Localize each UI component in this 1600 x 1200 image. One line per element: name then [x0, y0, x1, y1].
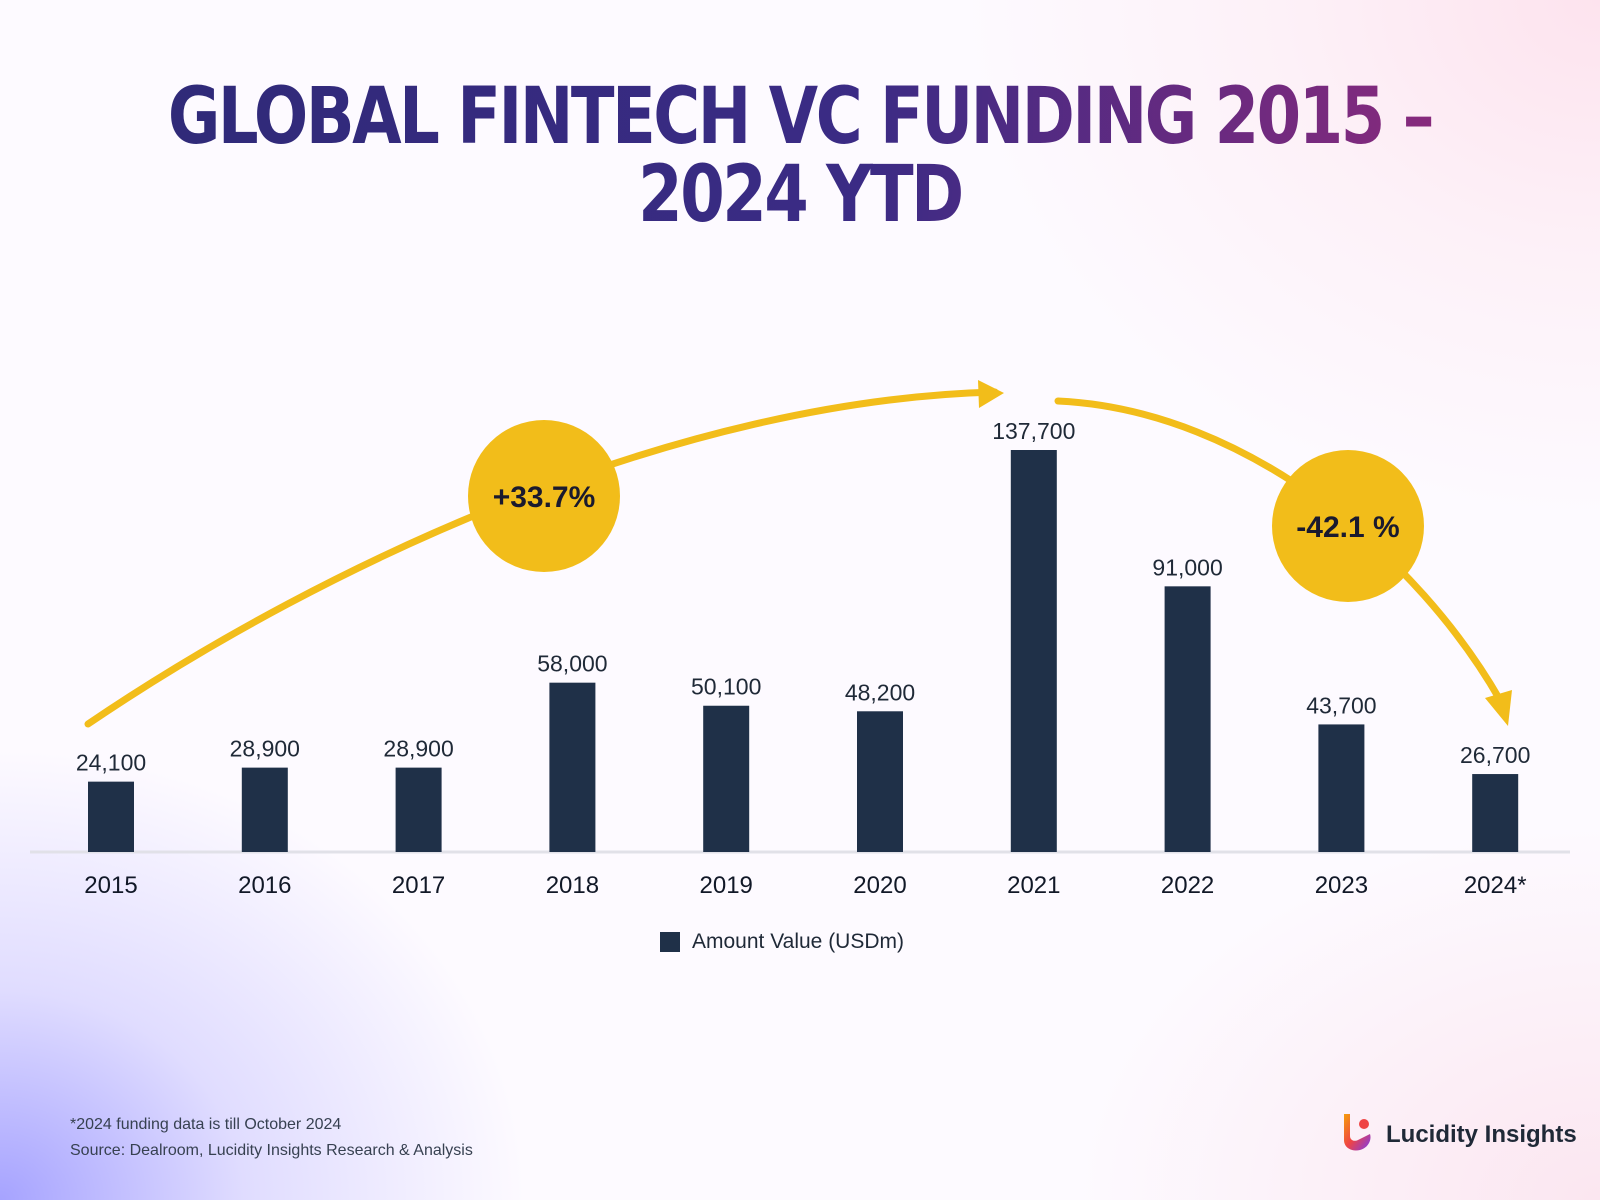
- source-note: Source: Dealroom, Lucidity Insights Rese…: [70, 1142, 473, 1159]
- x-tick-2023: 2023: [1315, 872, 1368, 899]
- value-labels-group: 24,100 28,900 28,900 58,000 50,100 48,200 137,…: [76, 418, 1531, 776]
- value-label-2023: 43,700: [1306, 692, 1376, 718]
- chart-title: GLOBAL FINTECH VC FUNDING 2015 – 2024 YT…: [144, 78, 1456, 234]
- growth-arrowhead: [978, 380, 1004, 408]
- brand: Lucidity Insights: [1336, 1110, 1577, 1159]
- x-tick-2021: 2021: [1007, 872, 1060, 899]
- bar-2024: [1472, 774, 1519, 852]
- chart-legend: Amount Value (USDm): [660, 930, 904, 954]
- bar-2019: [703, 705, 750, 852]
- decline-arrowhead: [1485, 690, 1512, 726]
- value-label-2019: 50,100: [691, 674, 761, 700]
- decline-badge-text: -42.1 %: [1296, 511, 1399, 544]
- footnote: *2024 funding data is till October 2024: [70, 1116, 342, 1133]
- x-tick-2015: 2015: [84, 872, 137, 899]
- x-tick-2019: 2019: [700, 872, 753, 899]
- x-tick-2022: 2022: [1161, 872, 1214, 899]
- growth-badge-text: +33.7%: [493, 481, 596, 514]
- legend-label: Amount Value (USDm): [692, 930, 905, 953]
- bars-group: [88, 450, 1519, 852]
- value-label-2020: 48,200: [845, 679, 915, 705]
- lucidity-logo-icon: [1336, 1110, 1374, 1159]
- bar-2018: [549, 682, 596, 852]
- value-label-2017: 28,900: [383, 736, 453, 762]
- x-tick-2020: 2020: [853, 872, 906, 899]
- brand-name: Lucidity Insights: [1386, 1120, 1577, 1148]
- legend-swatch: [660, 932, 680, 952]
- growth-badge: [468, 420, 620, 572]
- value-label-2024: 26,700: [1460, 742, 1530, 768]
- bar-2015: [88, 781, 134, 852]
- value-label-2021: 137,700: [992, 418, 1075, 444]
- bar-2022: [1164, 586, 1211, 852]
- bar-2017: [395, 767, 442, 852]
- value-label-2015: 24,100: [76, 750, 146, 776]
- x-tick-2018: 2018: [546, 872, 599, 899]
- bar-2020: [857, 711, 903, 852]
- bar-2021: [1010, 450, 1057, 852]
- bar-2023: [1318, 724, 1365, 852]
- x-tick-2024: 2024*: [1464, 872, 1527, 899]
- value-label-2022: 91,000: [1152, 554, 1222, 580]
- value-label-2016: 28,900: [230, 736, 300, 762]
- x-tick-2017: 2017: [392, 872, 445, 899]
- annotation-badges: +33.7% -42.1 %: [468, 420, 1424, 602]
- bar-2016: [241, 767, 288, 852]
- value-label-2018: 58,000: [537, 651, 607, 677]
- x-tick-2016: 2016: [238, 872, 291, 899]
- decline-badge: [1272, 450, 1424, 602]
- x-tick-labels-group: 2015 2016 2017 2018 2019 2020 2021 2022 2023 2024…: [84, 872, 1526, 899]
